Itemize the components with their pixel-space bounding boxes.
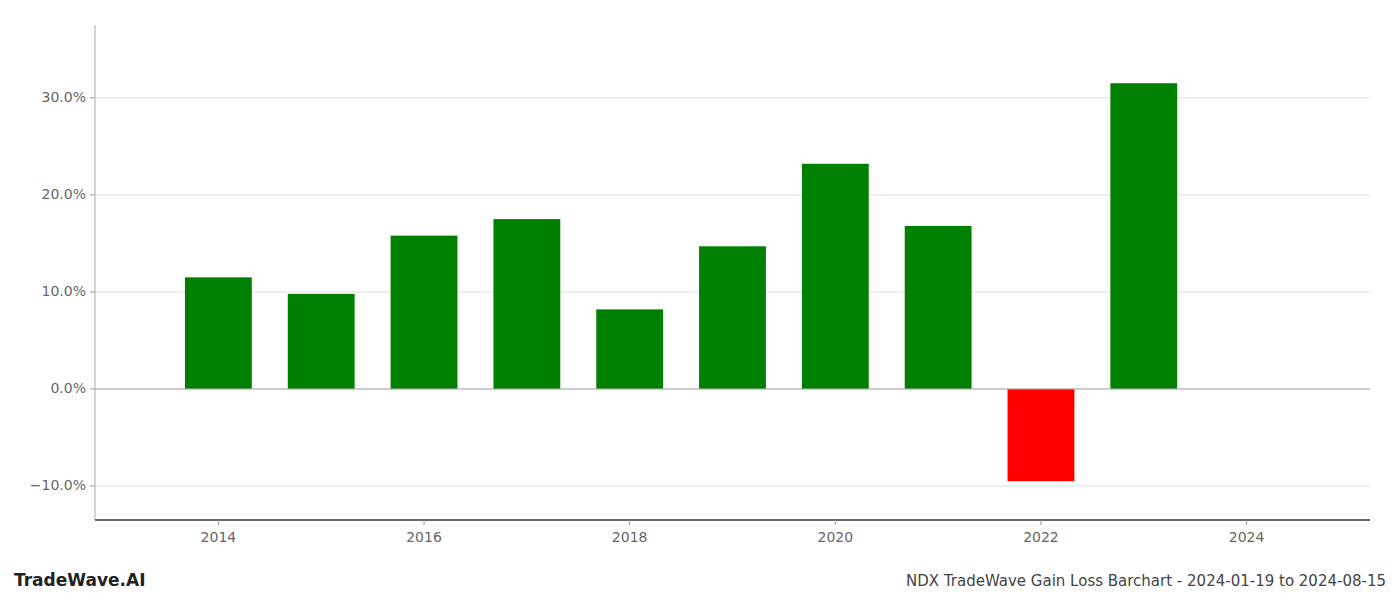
bar — [288, 294, 355, 389]
x-tick — [1040, 520, 1041, 525]
x-tick — [629, 520, 630, 525]
y-tick-label: 10.0% — [42, 283, 86, 299]
bar — [391, 236, 458, 389]
y-tick-label: 30.0% — [42, 89, 86, 105]
zero-line — [95, 388, 1370, 389]
grid-line — [95, 194, 1370, 195]
y-tick-label: 20.0% — [42, 186, 86, 202]
bar — [802, 164, 869, 389]
y-tick — [90, 194, 95, 195]
x-tick — [1246, 520, 1247, 525]
bar — [1008, 389, 1075, 481]
x-tick-label: 2018 — [612, 529, 648, 545]
x-tick-label: 2024 — [1229, 529, 1265, 545]
background — [0, 0, 1400, 600]
x-axis-line — [95, 519, 1370, 521]
x-tick — [835, 520, 836, 525]
y-axis-line — [95, 25, 96, 520]
bar — [596, 309, 663, 389]
y-tick — [90, 486, 95, 487]
grid-line — [95, 486, 1370, 487]
watermark: TradeWave.AI — [14, 570, 145, 590]
x-axis: 2014 2016 2018 2020 2022 2024 — [95, 520, 1370, 545]
chart: −10.0% 0.0% 10.0% 20.0% 30.0% 2014 2016 2018 202… — [0, 0, 1400, 600]
x-tick-label: 2014 — [201, 529, 237, 545]
x-tick-label: 2022 — [1023, 529, 1059, 545]
x-tick — [218, 520, 219, 525]
x-tick — [424, 520, 425, 525]
y-tick — [90, 97, 95, 98]
grid-line — [95, 388, 1370, 389]
bar — [905, 226, 972, 389]
y-grid — [95, 98, 1370, 486]
title: NDX TradeWave Gain Loss Barchart - 2024-… — [906, 572, 1386, 590]
y-tick-label: −10.0% — [30, 477, 86, 493]
bar — [1110, 83, 1177, 389]
y-axis: −10.0% 0.0% 10.0% 20.0% 30.0% — [30, 25, 95, 520]
y-tick-label: 0.0% — [50, 380, 86, 396]
bars — [185, 83, 1177, 481]
bar — [185, 277, 252, 389]
y-tick — [90, 388, 95, 389]
x-tick-label: 2016 — [406, 529, 442, 545]
grid-line — [95, 97, 1370, 98]
y-tick — [90, 291, 95, 292]
bar — [699, 246, 766, 389]
x-tick-label: 2020 — [818, 529, 854, 545]
bar — [493, 219, 560, 389]
